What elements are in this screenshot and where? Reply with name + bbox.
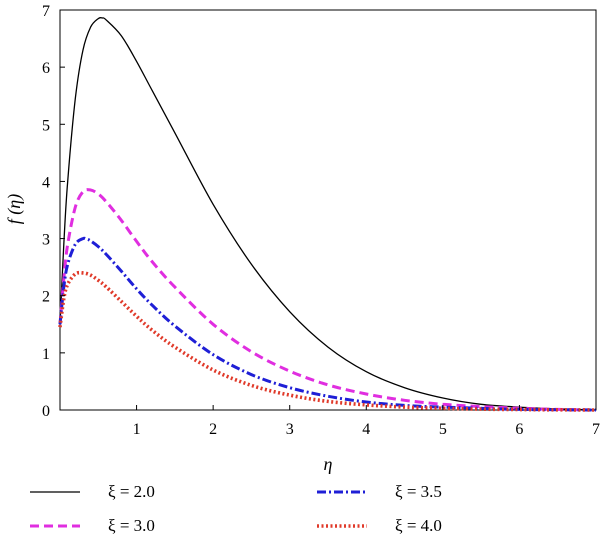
axis-ticks: 1 2 3 4 5 6 7 0 1 2 3 4 5 6 7 <box>42 3 600 438</box>
y-tick-label: 7 <box>42 3 50 20</box>
plot-frame <box>59 9 597 411</box>
y-tick-label: 0 <box>42 403 50 420</box>
series-lines <box>58 16 597 412</box>
x-tick-label: 6 <box>515 421 523 438</box>
series-line-3 <box>58 236 597 412</box>
legend-label-1: ξ = 2.0 <box>108 482 155 501</box>
x-tick-label: 1 <box>133 421 141 438</box>
x-tick-label: 2 <box>209 421 217 438</box>
y-axis-label: f (η) <box>4 194 25 224</box>
y-tick-label: 6 <box>42 60 50 77</box>
x-tick-label: 3 <box>286 421 294 438</box>
y-tick-label: 4 <box>42 174 50 191</box>
y-tick-label: 2 <box>42 289 50 306</box>
x-tick-label: 4 <box>362 421 370 438</box>
y-tick-label: 3 <box>42 232 50 249</box>
legend-label-2: ξ = 3.0 <box>108 516 155 535</box>
y-tick-label: 5 <box>42 117 50 134</box>
series-line-1 <box>59 16 597 411</box>
x-axis-label: η <box>324 454 333 474</box>
legend: ξ = 2.0 ξ = 3.5 ξ = 3.0 ξ = 4.0 <box>30 482 442 535</box>
x-tick-label: 5 <box>439 421 447 438</box>
plot-area <box>59 9 597 411</box>
series-line-4 <box>58 270 597 412</box>
y-tick-label: 1 <box>42 346 50 363</box>
x-tick-label: 7 <box>592 421 600 438</box>
legend-label-4: ξ = 4.0 <box>395 516 442 535</box>
legend-label-3: ξ = 3.5 <box>395 482 442 501</box>
series-line-2 <box>58 188 597 412</box>
